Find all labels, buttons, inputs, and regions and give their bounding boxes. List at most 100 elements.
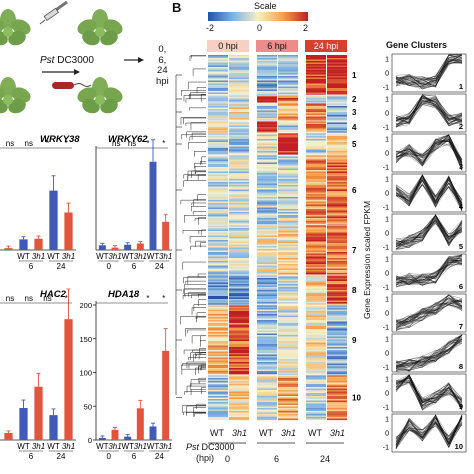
y-tick-label: -1 — [383, 165, 389, 172]
x-tick-label: 3h1 — [32, 252, 45, 261]
heatmap-cell — [306, 170, 326, 172]
x-tick-label: 3h1 — [159, 252, 172, 261]
heatmap-cell — [257, 388, 277, 391]
heatmap-cell — [229, 306, 249, 309]
heatmap-cell — [327, 125, 347, 128]
expression-line — [395, 214, 463, 243]
heatmap-cell — [257, 400, 277, 403]
heatmap-cell — [257, 265, 277, 268]
heatmap-cell — [278, 101, 298, 103]
heatmap-cell — [327, 330, 347, 333]
heatmap-cell — [208, 372, 228, 375]
heatmap-cell — [278, 232, 298, 235]
heatmap-cell — [327, 226, 347, 229]
heatmap-cell — [229, 198, 249, 201]
heatmap-cell — [208, 225, 228, 227]
y-tick-label: 0 — [385, 311, 389, 318]
expression-line — [395, 223, 463, 247]
heatmap-cell — [327, 326, 347, 328]
heatmap-cell — [229, 338, 249, 340]
heatmap-cell — [229, 206, 249, 208]
heatmap-cell — [327, 186, 347, 189]
heatmap-cell — [306, 176, 326, 178]
y-tick-label: -1 — [383, 405, 389, 412]
heatmap-cell — [229, 290, 249, 292]
heatmap-cell — [257, 359, 277, 361]
heatmap-cell — [327, 394, 347, 397]
heatmap-cell — [327, 418, 347, 421]
heatmap-cell — [278, 270, 298, 272]
heatmap-cell — [278, 212, 298, 214]
heatmap-cell — [306, 118, 326, 120]
heatmap-cell — [208, 399, 228, 401]
heatmap-cell — [229, 418, 249, 421]
significance-mark: * — [65, 294, 68, 303]
heatmap-cell — [327, 179, 347, 181]
bar — [19, 408, 28, 440]
heatmap-cell — [327, 359, 347, 361]
heatmap-cell — [306, 165, 326, 168]
heatmap-cell — [306, 267, 326, 269]
expression-line — [395, 417, 463, 447]
heatmap-cell — [306, 98, 326, 100]
heatmap-cell — [278, 219, 298, 222]
heatmap-cell — [229, 92, 249, 95]
expression-line — [395, 61, 463, 88]
heatmap-cell — [306, 168, 326, 171]
heatmap-cell — [208, 71, 228, 74]
heatmap-cell — [208, 107, 228, 110]
scale-tick: 0 — [257, 23, 263, 33]
heatmap-cell — [327, 161, 347, 163]
heatmap-cell — [278, 382, 298, 385]
heatmap-cell — [306, 296, 326, 298]
heatmap-cell — [257, 300, 277, 303]
heatmap-cell — [229, 409, 249, 412]
heatmap-cell — [327, 259, 347, 262]
heatmap-cell — [208, 198, 228, 201]
heatmap-cell — [327, 281, 347, 283]
heatmap-cell — [278, 368, 298, 370]
heatmap-cell — [229, 299, 249, 301]
plot-frame — [391, 93, 467, 133]
heatmap-cell — [229, 113, 249, 116]
heatmap-cell — [278, 134, 298, 137]
heatmap-cell — [208, 216, 228, 219]
heatmap-cell — [327, 197, 347, 199]
heatmap-cell — [327, 403, 347, 406]
heatmap-cell — [278, 276, 298, 279]
heatmap-cell — [327, 342, 347, 345]
heatmap-cell — [278, 226, 298, 229]
heatmap-cell — [208, 329, 228, 331]
heatmap-cell — [278, 92, 298, 95]
heatmap-cell — [306, 115, 326, 117]
heatmap-cell — [208, 110, 228, 113]
heatmap-cell — [208, 155, 228, 157]
heatmap-cell — [327, 164, 347, 166]
heatmap-cell — [257, 255, 277, 257]
heatmap-cell — [327, 339, 347, 342]
heatmap-cell — [229, 183, 249, 186]
heatmap-cell — [306, 399, 326, 401]
heatmap-cell — [306, 86, 326, 89]
heatmap-cell — [278, 363, 298, 366]
y-tick-label: 0 — [385, 71, 389, 78]
expression-line — [395, 296, 463, 325]
heatmap-cell — [327, 235, 347, 238]
heatmap-cell — [278, 252, 298, 254]
heatmap-cell — [278, 73, 298, 75]
heatmap-cell — [306, 131, 326, 134]
heatmap-cell — [327, 296, 347, 298]
heatmap-cell — [278, 83, 298, 86]
heatmap-cell — [306, 215, 326, 217]
heatmap-cell — [257, 58, 277, 60]
heatmap-cell — [257, 106, 277, 108]
heatmap-cell — [257, 212, 277, 214]
heatmap-cell — [306, 351, 326, 354]
heatmap-cell — [257, 216, 277, 219]
heatmap-cell — [306, 159, 326, 162]
heatmap-cell — [306, 177, 326, 180]
heatmap-cell — [278, 354, 298, 357]
y-tick-label: 1 — [385, 377, 389, 384]
heatmap-cell — [306, 348, 326, 351]
heatmap-cell — [278, 99, 298, 102]
